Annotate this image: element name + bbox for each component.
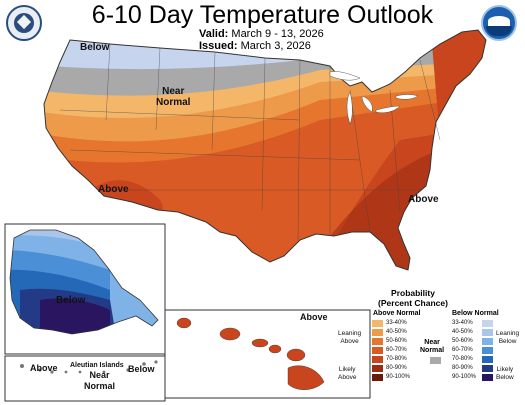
hawaii-islands bbox=[176, 317, 325, 390]
valid-label: Valid: bbox=[199, 28, 229, 40]
aleutian-islands bbox=[20, 360, 158, 374]
swatch-above-0 bbox=[372, 320, 383, 327]
legend-near-label: Near Normal bbox=[420, 339, 444, 355]
above-row-label: 60-70% bbox=[386, 347, 407, 353]
legend-title-line1: Probability bbox=[391, 288, 435, 298]
noaa-logo-icon bbox=[481, 5, 517, 41]
issued-value: March 3, 2026 bbox=[240, 40, 311, 52]
legend-likely-above: Likely Above bbox=[338, 366, 356, 382]
legend-title: Probability (Percent Chance) bbox=[374, 288, 452, 308]
issued-label: Issued: bbox=[199, 40, 238, 52]
swatch-above-4 bbox=[372, 356, 383, 363]
likely-above-line1: Likely bbox=[338, 366, 356, 373]
label-conus-below: Below bbox=[80, 42, 110, 53]
valid-value: March 9 - 13, 2026 bbox=[231, 28, 324, 40]
legend-leaning-below: Leaning Below bbox=[496, 330, 519, 346]
label-conus-near: Near Normal bbox=[156, 86, 190, 108]
leaning-above-line2: Above bbox=[340, 338, 359, 345]
label-aleutian-title: Aleutian Islands bbox=[70, 362, 124, 369]
swatch-above-1 bbox=[372, 329, 383, 336]
swatch-below-0 bbox=[482, 320, 493, 327]
label-aleutian-above: Above bbox=[30, 363, 58, 373]
swatch-above-2 bbox=[372, 338, 383, 345]
label-near-line2: Normal bbox=[156, 97, 191, 108]
likely-below-line1: Likely bbox=[496, 366, 514, 373]
issued-date: Issued: March 3, 2026 bbox=[199, 40, 311, 52]
legend-likely-below: Likely Below bbox=[496, 366, 514, 382]
label-near-line1: Near bbox=[162, 86, 185, 97]
swatch-above-6 bbox=[372, 374, 383, 381]
below-row-label: 80-90% bbox=[452, 365, 473, 371]
below-row-label: 70-80% bbox=[452, 356, 473, 362]
label-conus-above-west: Above bbox=[98, 184, 129, 195]
near-line1: Near bbox=[424, 339, 440, 346]
above-row-label: 50-60% bbox=[386, 338, 407, 344]
swatch-above-3 bbox=[372, 347, 383, 354]
state-boundaries bbox=[59, 43, 441, 241]
label-aleutian-below: Below bbox=[128, 364, 155, 374]
hawaii-inset bbox=[164, 309, 371, 399]
label-hawaii-above: Above bbox=[300, 312, 328, 322]
below-row-label: 50-60% bbox=[452, 338, 473, 344]
near-line2: Normal bbox=[420, 347, 445, 354]
label-alaska-below: Below bbox=[56, 295, 86, 306]
swatch-below-6 bbox=[482, 374, 493, 381]
below-row-label: 60-70% bbox=[452, 347, 473, 353]
above-row-label: 33-40% bbox=[386, 320, 407, 326]
swatch-below-1 bbox=[482, 329, 493, 336]
aleutian-inset bbox=[4, 355, 166, 402]
above-row-label: 70-80% bbox=[386, 356, 407, 362]
above-row-label: 80-90% bbox=[386, 365, 407, 371]
swatch-above-5 bbox=[372, 365, 383, 372]
legend-title-line2: (Percent Chance) bbox=[378, 298, 448, 308]
leaning-above-line1: Leaning bbox=[338, 330, 362, 337]
legend-below-header: Below Normal bbox=[452, 310, 499, 317]
swatch-below-3 bbox=[482, 347, 493, 354]
alaska-outline bbox=[9, 229, 159, 335]
likely-below-line2: Below bbox=[496, 374, 514, 381]
above-row-label: 40-50% bbox=[386, 329, 407, 335]
legend-near-swatch bbox=[430, 357, 441, 364]
below-row-label: 90-100% bbox=[452, 374, 477, 380]
great-lakes bbox=[329, 71, 419, 125]
noaa-sea bbox=[486, 26, 512, 36]
label-conus-above-east: Above bbox=[408, 194, 439, 205]
doc-seal-icon bbox=[6, 5, 42, 41]
swatch-below-2 bbox=[482, 338, 493, 345]
below-row-label: 40-50% bbox=[452, 329, 473, 335]
above-row-label: 90-100% bbox=[386, 374, 411, 380]
swatch-below-4 bbox=[482, 356, 493, 363]
swatch-below-5 bbox=[482, 365, 493, 372]
leaning-below-line1: Leaning bbox=[496, 330, 520, 337]
likely-above-line2: Above bbox=[338, 374, 357, 381]
page-title: 6-10 Day Temperature Outlook bbox=[91, 1, 434, 29]
legend-above-header: Above Normal bbox=[373, 310, 421, 317]
conus-outline bbox=[43, 29, 487, 271]
valid-date: Valid: March 9 - 13, 2026 bbox=[199, 28, 324, 40]
legend-leaning-above: Leaning Above bbox=[338, 330, 361, 346]
label-aleutian-near-line2: Normal bbox=[84, 381, 116, 391]
noaa-bird bbox=[488, 16, 510, 26]
label-aleutian-near-line1: Near bbox=[89, 370, 110, 380]
leaning-below-line2: Below bbox=[498, 338, 517, 345]
legend-box bbox=[372, 286, 522, 402]
below-row-label: 33-40% bbox=[452, 320, 473, 326]
label-aleutian-near: Near Normal bbox=[84, 370, 115, 392]
